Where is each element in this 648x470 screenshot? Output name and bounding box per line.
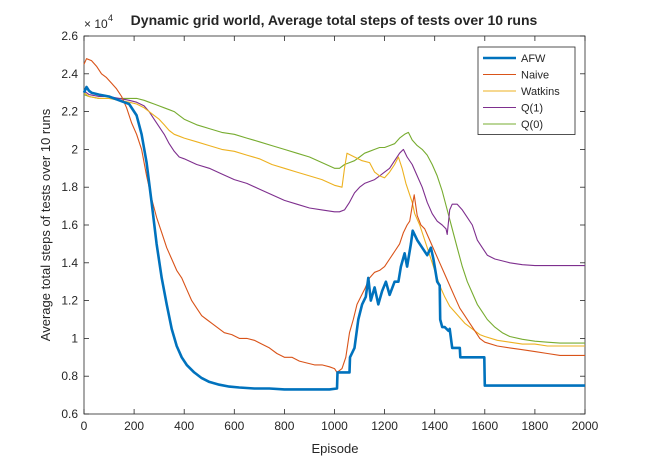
legend-label: Q(1) <box>521 103 543 115</box>
y-tick-label: 1.2 <box>61 294 78 308</box>
y-tick-label: 1 <box>71 331 78 345</box>
series-line-afw <box>82 85 585 391</box>
x-tick-label: 1600 <box>471 419 498 433</box>
legend-label: Naive <box>521 70 549 82</box>
series-line-naive <box>83 58 585 373</box>
x-axis-label: Episode <box>312 441 359 456</box>
y-tick-label: 2.4 <box>61 67 78 81</box>
series-line-watkins <box>83 92 585 347</box>
chart-title: Dynamic grid world, Average total steps … <box>131 12 538 28</box>
legend-label: Watkins <box>521 86 560 98</box>
x-tick-label: 2000 <box>572 419 599 433</box>
y-axis-multiplier: × 10 4 <box>84 13 113 31</box>
legend: AFW Naive Watkins Q(1) Q(0) <box>477 46 576 135</box>
x-tick-label: 200 <box>124 419 144 433</box>
x-tick-label: 1000 <box>321 419 348 433</box>
y-tick-label: 1.6 <box>61 218 78 232</box>
y-axis-ticks: 0.6 0.8 1 1.2 1.4 1.6 1.8 2 2.2 2.4 2.6 <box>61 29 585 421</box>
plot-area <box>82 35 586 415</box>
series-line-q-0 <box>83 94 585 344</box>
x-tick-label: 1400 <box>421 419 448 433</box>
series-line-q-1 <box>83 90 585 267</box>
x-tick-label: 800 <box>274 419 294 433</box>
x-tick-label: 600 <box>224 419 244 433</box>
x-tick-label: 1200 <box>371 419 398 433</box>
y-tick-label: 0.8 <box>61 369 78 383</box>
y-tick-label: 1.4 <box>61 256 78 270</box>
x-tick-label: 400 <box>174 419 194 433</box>
y-tick-label: 2 <box>71 142 78 156</box>
x-axis-ticks: 0 200 400 600 800 1000 1200 1400 1600 1800 2000 <box>81 36 599 433</box>
x-tick-label: 0 <box>81 419 88 433</box>
x-tick-label: 1800 <box>522 419 549 433</box>
y-tick-label: 0.6 <box>61 407 78 421</box>
legend-label: Q(0) <box>521 119 543 131</box>
legend-label: AFW <box>521 53 546 65</box>
y-multiplier-base: × 10 <box>84 17 108 31</box>
y-multiplier-exponent: 4 <box>108 13 113 23</box>
y-tick-label: 1.8 <box>61 180 78 194</box>
y-tick-label: 2.2 <box>61 105 78 119</box>
y-tick-label: 2.6 <box>61 29 78 43</box>
y-axis-label: Average total steps of tests over 10 run… <box>38 108 53 341</box>
